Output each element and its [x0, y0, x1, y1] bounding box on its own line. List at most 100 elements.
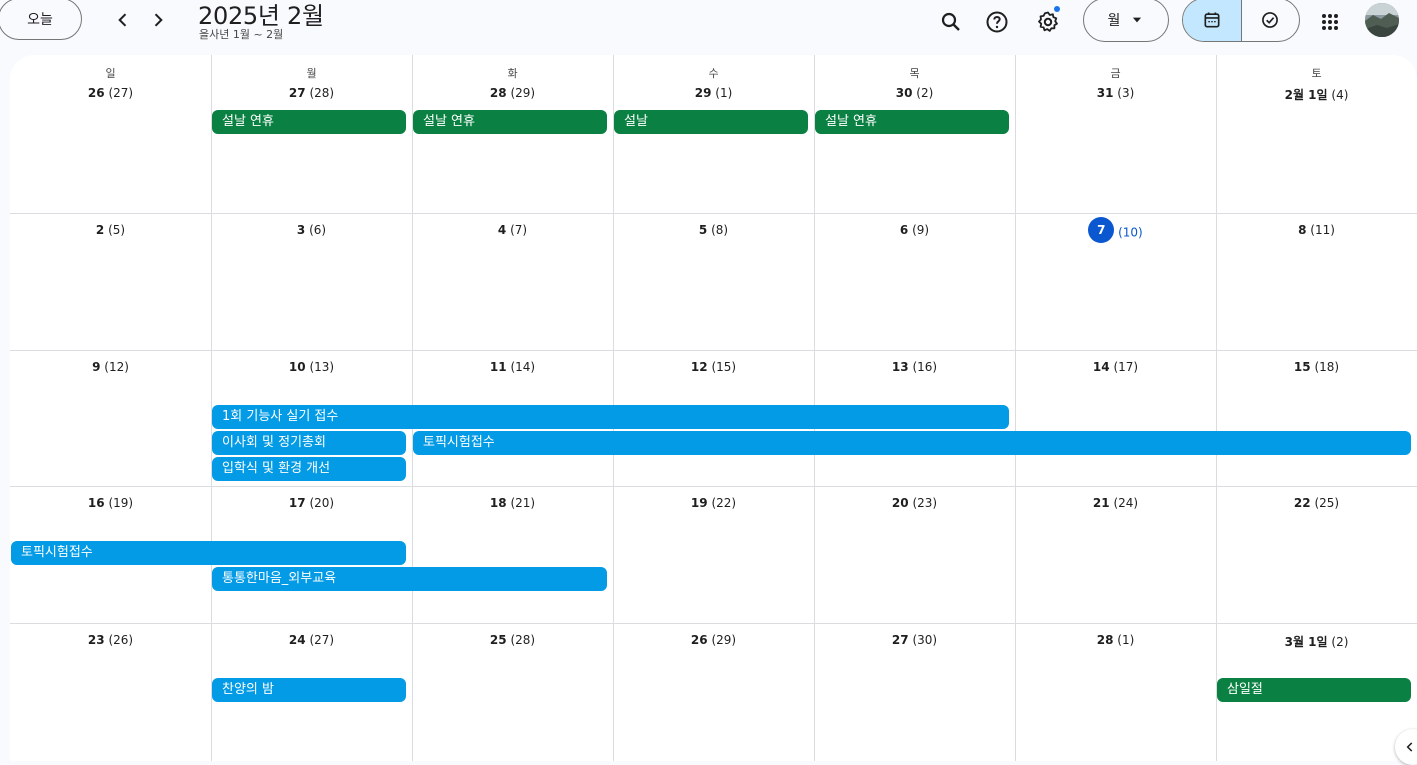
next-month-button[interactable]	[142, 4, 174, 36]
event-chip[interactable]: 설날 연휴	[815, 110, 1009, 134]
date-cell[interactable]: 22 (25)	[1216, 496, 1417, 510]
date-cell[interactable]: 20 (23)	[814, 496, 1015, 510]
date-cell[interactable]: 5 (8)	[613, 223, 814, 237]
event-chip[interactable]: 이사회 및 정기총회	[212, 431, 406, 455]
day-number[interactable]: 16	[87, 496, 105, 510]
weekday-header: 토	[1311, 67, 1322, 80]
date-cell-today[interactable]: 7 (10)	[1015, 217, 1216, 243]
day-number[interactable]: 31	[1096, 86, 1114, 100]
month-title: 2025년 2월	[198, 2, 324, 30]
day-number[interactable]: 11	[489, 360, 507, 374]
day-number[interactable]: 7	[1088, 217, 1115, 243]
event-chip[interactable]: 입학식 및 환경 개선	[212, 457, 406, 481]
day-number[interactable]: 5	[698, 223, 708, 237]
date-cell[interactable]: 13 (16)	[814, 360, 1015, 374]
date-cell[interactable]: 2 (5)	[10, 223, 211, 237]
day-number[interactable]: 18	[489, 496, 507, 510]
lunar-date: (28)	[309, 86, 335, 100]
day-number[interactable]: 6	[899, 223, 909, 237]
day-number[interactable]: 29	[694, 86, 712, 100]
date-cell[interactable]: 26 (29)	[613, 633, 814, 647]
day-number[interactable]: 4	[497, 223, 507, 237]
help-button[interactable]	[977, 2, 1017, 42]
event-chip[interactable]: 1회 기능사 실기 접수	[212, 405, 1009, 429]
day-number[interactable]: 28	[489, 86, 507, 100]
apps-button[interactable]	[1310, 2, 1350, 42]
date-cell[interactable]: 8 (11)	[1216, 223, 1417, 237]
date-cell[interactable]: 3월 1일 (2)	[1216, 633, 1417, 650]
day-number[interactable]: 28	[1096, 633, 1114, 647]
date-cell[interactable]: 10 (13)	[211, 360, 412, 374]
day-number[interactable]: 17	[288, 496, 306, 510]
view-selector[interactable]: 월	[1083, 0, 1169, 42]
day-number[interactable]: 3월 1일	[1284, 635, 1328, 649]
date-cell[interactable]: 16 (19)	[10, 496, 211, 510]
tasks-view-toggle[interactable]	[1242, 0, 1300, 41]
date-cell[interactable]: 3 (6)	[211, 223, 412, 237]
view-selector-label: 월	[1107, 13, 1121, 29]
day-number[interactable]: 26	[690, 633, 708, 647]
chevron-left-icon	[1406, 742, 1413, 752]
date-cell[interactable]: 28 (1)	[1015, 633, 1216, 647]
event-chip[interactable]: 설날	[614, 110, 808, 134]
today-button[interactable]: 오늘	[0, 0, 82, 40]
event-chip[interactable]: 설날 연휴	[212, 110, 406, 134]
date-cell[interactable]: 28 (29)	[412, 86, 613, 100]
side-panel-toggle[interactable]	[1395, 729, 1417, 765]
day-number[interactable]: 22	[1293, 496, 1311, 510]
day-number[interactable]: 20	[891, 496, 909, 510]
day-number[interactable]: 13	[891, 360, 909, 374]
event-chip[interactable]: 삼일절	[1217, 678, 1411, 702]
day-number[interactable]: 23	[87, 633, 105, 647]
previous-month-button[interactable]	[107, 4, 139, 36]
event-chip[interactable]: 설날 연휴	[413, 110, 607, 134]
day-number[interactable]: 12	[690, 360, 708, 374]
date-cell[interactable]: 6 (9)	[814, 223, 1015, 237]
day-number[interactable]: 27	[288, 86, 306, 100]
day-number[interactable]: 10	[288, 360, 306, 374]
date-cell[interactable]: 17 (20)	[211, 496, 412, 510]
date-cell[interactable]: 14 (17)	[1015, 360, 1216, 374]
date-cell[interactable]: 18 (21)	[412, 496, 613, 510]
date-cell[interactable]: 27 (28)	[211, 86, 412, 100]
day-number[interactable]: 14	[1092, 360, 1110, 374]
event-chip[interactable]: 찬양의 밤	[212, 678, 406, 702]
date-cell[interactable]: 4 (7)	[412, 223, 613, 237]
search-button[interactable]	[931, 2, 971, 42]
day-number[interactable]: 27	[891, 633, 909, 647]
day-number[interactable]: 15	[1293, 360, 1311, 374]
day-number[interactable]: 3	[296, 223, 306, 237]
date-cell[interactable]: 15 (18)	[1216, 360, 1417, 374]
settings-button[interactable]	[1028, 2, 1068, 42]
event-chip[interactable]: 토픽시험접수	[413, 431, 1411, 455]
date-cell[interactable]: 19 (22)	[613, 496, 814, 510]
date-cell[interactable]: 11 (14)	[412, 360, 613, 374]
day-number[interactable]: 2	[95, 223, 105, 237]
date-cell[interactable]: 23 (26)	[10, 633, 211, 647]
day-number[interactable]: 19	[690, 496, 708, 510]
date-cell[interactable]: 25 (28)	[412, 633, 613, 647]
day-number[interactable]: 21	[1092, 496, 1110, 510]
date-cell[interactable]: 21 (24)	[1015, 496, 1216, 510]
date-cell[interactable]: 2월 1일 (4)	[1216, 86, 1417, 103]
day-number[interactable]: 24	[288, 633, 306, 647]
event-chip[interactable]: 통통한마음_외부교육	[212, 567, 607, 591]
day-number[interactable]: 8	[1298, 223, 1307, 237]
date-cell[interactable]: 12 (15)	[613, 360, 814, 374]
day-number[interactable]: 25	[489, 633, 507, 647]
lunar-date: (13)	[309, 360, 335, 374]
day-number[interactable]: 30	[895, 86, 913, 100]
date-cell[interactable]: 30 (2)	[814, 86, 1015, 100]
day-number[interactable]: 2월 1일	[1284, 88, 1328, 102]
account-avatar[interactable]	[1365, 3, 1399, 37]
date-cell[interactable]: 27 (30)	[814, 633, 1015, 647]
date-cell[interactable]: 26 (27)	[10, 86, 211, 100]
date-cell[interactable]: 24 (27)	[211, 633, 412, 647]
date-cell[interactable]: 9 (12)	[10, 360, 211, 374]
date-cell[interactable]: 31 (3)	[1015, 86, 1216, 100]
calendar-view-toggle[interactable]	[1183, 0, 1242, 41]
day-number[interactable]: 26	[87, 86, 105, 100]
day-number[interactable]: 9	[92, 360, 101, 374]
date-cell[interactable]: 29 (1)	[613, 86, 814, 100]
event-chip[interactable]: 토픽시험접수	[11, 541, 406, 565]
